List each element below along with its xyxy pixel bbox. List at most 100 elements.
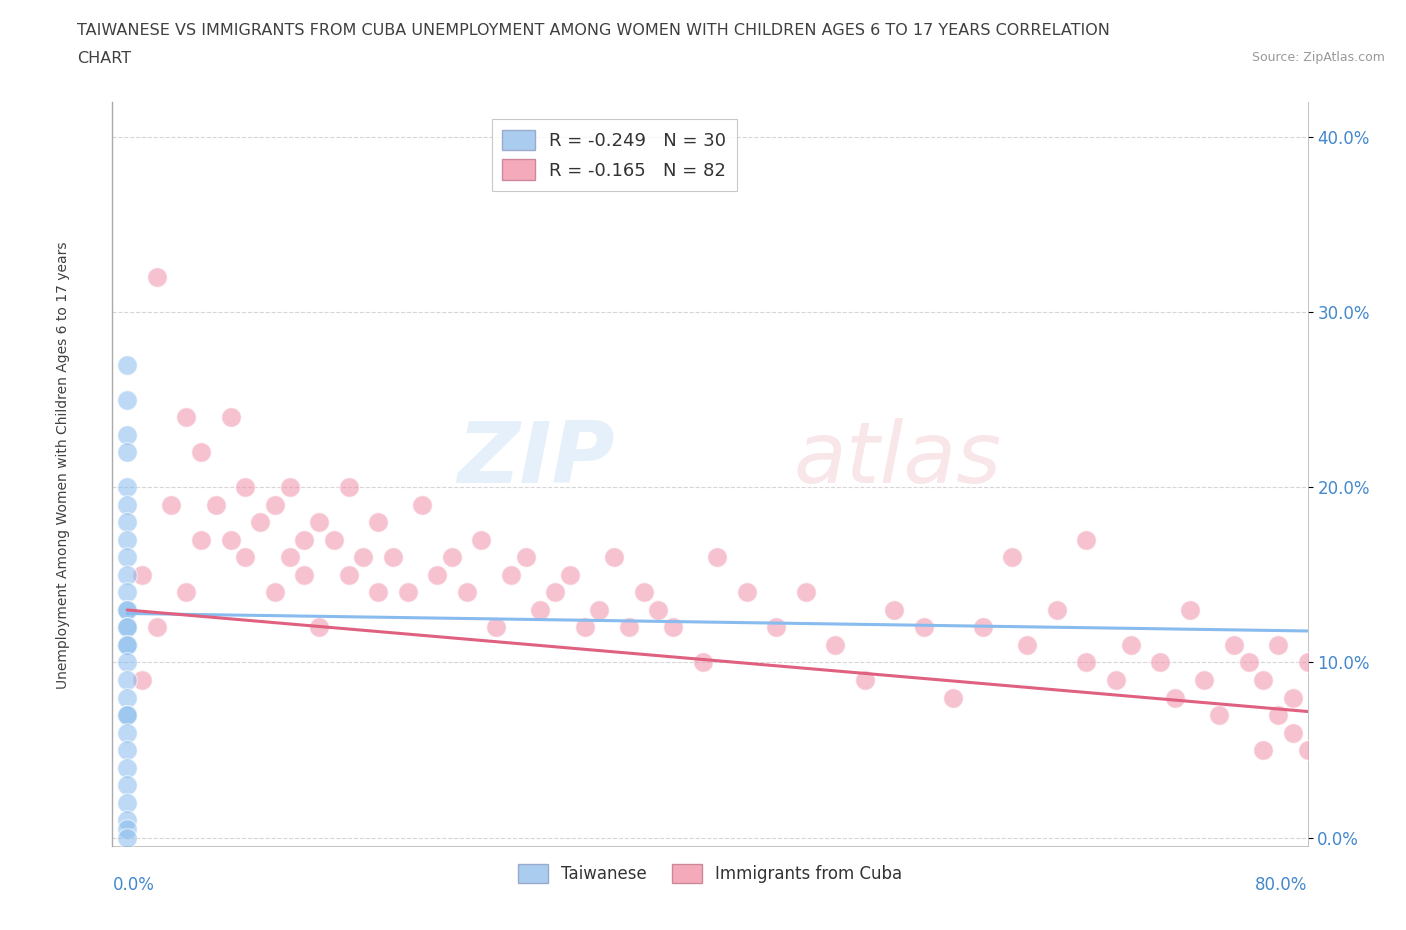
Point [160,498,183,512]
Point [131,672,153,687]
Point [942,690,965,705]
Point [853,672,876,687]
Point [765,620,787,635]
Point [426,567,449,582]
Point [1178,603,1201,618]
Point [174,585,197,600]
Point [1223,638,1246,653]
Point [115,690,138,705]
Point [1208,708,1230,723]
Point [190,533,212,548]
Point [204,498,226,512]
Text: atlas: atlas [793,418,1001,501]
Point [115,550,138,565]
Point [337,480,360,495]
Point [233,550,256,565]
Point [249,515,271,530]
Point [1076,655,1098,670]
Text: 80.0%: 80.0% [1256,876,1308,894]
Point [233,480,256,495]
Point [588,603,610,618]
Point [1017,638,1039,653]
Text: Unemployment Among Women with Children Ages 6 to 17 years: Unemployment Among Women with Children A… [56,241,70,689]
Point [292,533,315,548]
Point [115,498,138,512]
Point [145,620,167,635]
Point [558,567,581,582]
Point [1282,725,1305,740]
Point [322,533,344,548]
Point [145,270,167,285]
Point [381,550,404,565]
Point [115,620,138,635]
Point [1253,742,1275,757]
Text: Source: ZipAtlas.com: Source: ZipAtlas.com [1251,51,1385,64]
Point [219,533,242,548]
Point [115,445,138,459]
Point [115,638,138,653]
Point [278,480,301,495]
Point [883,603,905,618]
Point [367,585,389,600]
Point [647,603,669,618]
Text: TAIWANESE VS IMMIGRANTS FROM CUBA UNEMPLOYMENT AMONG WOMEN WITH CHILDREN AGES 6 : TAIWANESE VS IMMIGRANTS FROM CUBA UNEMPL… [77,23,1111,38]
Point [352,550,374,565]
Point [603,550,626,565]
Point [1076,533,1098,548]
Point [308,515,330,530]
Point [263,585,285,600]
Point [115,567,138,582]
Point [617,620,640,635]
Point [440,550,463,565]
Point [1253,672,1275,687]
Point [1194,672,1216,687]
Point [337,567,360,582]
Point [115,708,138,723]
Point [1296,742,1319,757]
Point [1149,655,1171,670]
Point [574,620,596,635]
Point [367,515,389,530]
Point [1119,638,1142,653]
Point [1282,690,1305,705]
Point [115,777,138,792]
Point [115,795,138,810]
Text: CHART: CHART [77,51,131,66]
Point [1046,603,1069,618]
Point [115,725,138,740]
Point [115,603,138,618]
Point [308,620,330,635]
Point [662,620,685,635]
Point [219,410,242,425]
Point [292,567,315,582]
Text: 0.0%: 0.0% [112,876,155,894]
Point [1105,672,1128,687]
Point [1267,708,1289,723]
Point [174,410,197,425]
Point [456,585,478,600]
Point [1267,638,1289,653]
Point [131,567,153,582]
Point [794,585,817,600]
Point [115,638,138,653]
Point [824,638,846,653]
Point [515,550,537,565]
Point [1001,550,1024,565]
Point [706,550,728,565]
Point [115,655,138,670]
Point [115,821,138,836]
Point [115,428,138,443]
Point [529,603,551,618]
Text: ZIP: ZIP [457,418,614,501]
Point [115,392,138,407]
Point [692,655,714,670]
Point [115,515,138,530]
Point [115,585,138,600]
Point [115,603,138,618]
Point [115,760,138,775]
Point [1296,655,1319,670]
Point [1164,690,1187,705]
Point [633,585,655,600]
Point [115,708,138,723]
Point [263,498,285,512]
